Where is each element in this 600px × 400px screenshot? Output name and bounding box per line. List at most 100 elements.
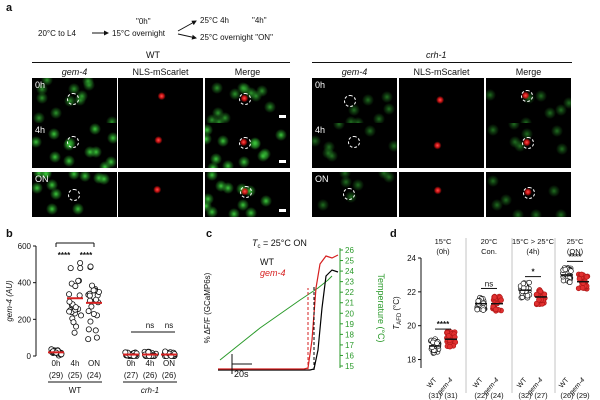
data-point [446, 333, 452, 339]
right-tick-label: 19 [345, 320, 354, 329]
x-tick-label: 0h [127, 359, 136, 368]
n-label: (26) [162, 371, 177, 380]
x-tick-label: WT [472, 376, 485, 389]
micrograph-wt-0h-gem4: 0h [32, 78, 117, 123]
data-point [537, 288, 544, 295]
n-label: (25) [68, 371, 83, 380]
right-tick-label: 15 [345, 362, 354, 371]
group-line-crh1 [312, 62, 572, 63]
temperature-trace [219, 275, 333, 361]
sig-label: **** [437, 320, 450, 329]
x-tick-label: 4h [71, 359, 80, 368]
data-point [434, 340, 440, 346]
panel-label-b: b [6, 228, 13, 240]
data-point [85, 326, 92, 333]
data-point [66, 291, 73, 298]
col-header-gem4-wt: gem-4 [61, 67, 88, 77]
scale-bar [279, 160, 286, 163]
col-header-merge-wt: Merge [234, 67, 261, 77]
micrograph-crh1-on-gem4: ON [312, 172, 397, 217]
x-tick-label: ON [163, 359, 175, 368]
micrograph-crh1-on-merge [486, 172, 571, 217]
row-label: 4h [35, 125, 46, 135]
y-axis-label-left: % ΔF/F (GCaMP6s) [203, 272, 212, 343]
cell-marker-circle [348, 135, 361, 148]
data-point [66, 308, 73, 315]
protocol-tag-0h: "0h" [136, 17, 151, 26]
wt-trace [218, 269, 339, 371]
cell-marker-circle [521, 137, 534, 150]
condition-label: 20°C [481, 237, 498, 246]
n-label: (27) [534, 391, 548, 400]
protocol-branch-on: 25°C overnight "ON" [200, 33, 273, 42]
micrograph-crh1-4h-merge [486, 123, 571, 168]
micrograph-wt-on-scarlet [118, 172, 203, 217]
data-point [520, 280, 527, 287]
x-tick-label: WT [558, 376, 571, 389]
data-point [71, 329, 78, 336]
data-point [480, 307, 487, 313]
data-point [93, 334, 100, 341]
data-point [72, 304, 79, 311]
data-point [475, 298, 481, 304]
panel-label-a: a [6, 2, 13, 14]
x-tick-label: ON [88, 359, 100, 368]
legend-wt: WT [260, 257, 274, 267]
y-tick-label: 400 [18, 279, 32, 288]
gem4-trace [218, 254, 339, 370]
condition-label: 15°C [435, 237, 452, 246]
x-tick-label: WT [426, 376, 439, 389]
row-label: ON [35, 174, 49, 184]
right-tick-label: 22 [345, 288, 354, 297]
data-point [524, 292, 531, 299]
data-point [536, 297, 542, 303]
micrograph-wt-on-gem4: ON [32, 172, 117, 217]
data-point [579, 285, 586, 291]
cell-marker-circle [522, 186, 535, 199]
micrograph-crh1-0h-scarlet [399, 78, 484, 123]
protocol-branch-4h: 25°C 4h [200, 16, 229, 25]
protocol-overnight: 15°C overnight [112, 29, 166, 38]
right-tick-label: 23 [345, 278, 354, 287]
cell-marker-circle [239, 186, 252, 199]
sig-label: **** [569, 252, 582, 261]
data-point [77, 265, 84, 272]
data-point [67, 265, 74, 272]
y-axis-label-right: Temperature (°C) [376, 273, 385, 342]
data-point [89, 282, 96, 289]
panel-label-c: c [206, 228, 213, 240]
data-point [85, 336, 92, 343]
y-tick-label: 200 [18, 315, 32, 324]
chart-b: 0 200 400 600 gem-4 (AU) 0h (29) 4h (25) ON (24) 0h… [5, 242, 178, 395]
right-tick-label: 21 [345, 299, 354, 308]
col-header-merge-crh1: Merge [515, 67, 542, 77]
group-header-crh1: crh-1 [426, 50, 447, 60]
data-point [583, 274, 590, 280]
n-label: (29) [49, 371, 64, 380]
y-axis-label: gem-4 (AU) [5, 280, 14, 322]
micrograph-wt-4h-merge [205, 123, 290, 168]
right-tick-label: 20 [345, 309, 354, 318]
data-point [87, 318, 94, 325]
n-label: (26) [143, 371, 158, 380]
data-point [474, 306, 480, 313]
right-tick-label: 18 [345, 330, 354, 339]
right-tick-label: 25 [345, 257, 354, 266]
cell-marker-circle [343, 95, 356, 108]
cell-marker-circle [239, 93, 252, 106]
n-label: (22) [474, 391, 488, 400]
data-point [92, 296, 99, 303]
data-point [77, 260, 84, 267]
data-point [578, 271, 585, 278]
micrograph-crh1-4h-gem4: 4h [312, 123, 397, 168]
y-tick-label: 20 [407, 322, 416, 331]
y-axis-label: TAFD (°C) [392, 296, 403, 330]
data-point [86, 292, 93, 299]
data-point [72, 283, 79, 290]
micrograph-crh1-4h-scarlet [399, 123, 484, 168]
data-point [85, 308, 92, 315]
micrograph-wt-4h-scarlet [118, 123, 203, 168]
scale-bar-label: 20s [234, 369, 249, 379]
y-tick-label: 600 [18, 242, 32, 251]
